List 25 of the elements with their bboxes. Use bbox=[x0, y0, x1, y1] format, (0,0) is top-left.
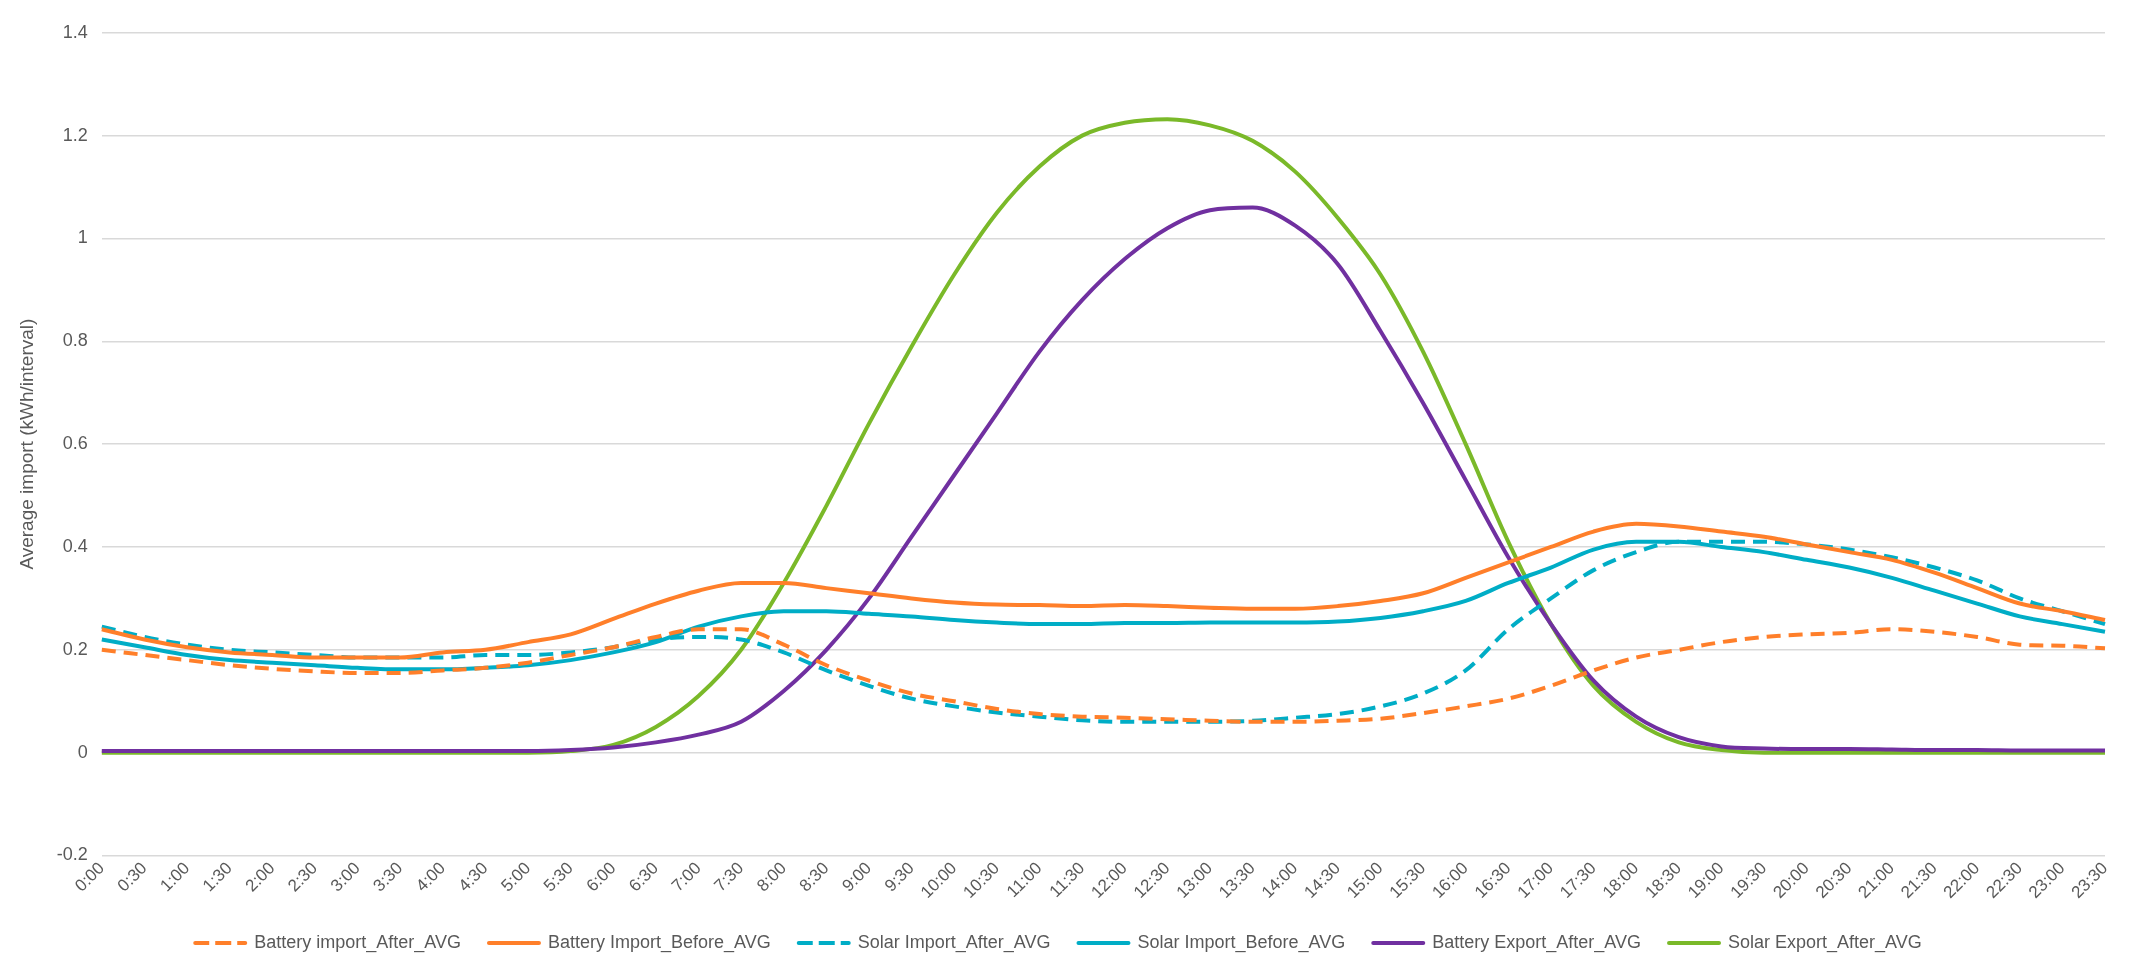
y-tick-label: 1 bbox=[77, 227, 88, 248]
line-series bbox=[99, 521, 2107, 660]
y-axis-title: Average import (kWh/interval) bbox=[15, 318, 37, 570]
legend-label: Solar Import_Before_AVG bbox=[1137, 931, 1346, 953]
y-tick-label: 0.2 bbox=[62, 638, 88, 659]
y-tick-label: 0 bbox=[77, 741, 88, 762]
legend-label: Battery Import_Before_AVG bbox=[547, 931, 771, 953]
y-tick-label: -0.2 bbox=[56, 844, 88, 865]
x-tick-label: 7:30 bbox=[710, 858, 748, 896]
legend-label: Battery Export_After_AVG bbox=[1432, 931, 1642, 953]
x-tick-label: 4:00 bbox=[412, 858, 449, 896]
x-tick-label: 5:00 bbox=[497, 858, 535, 896]
legend-label: Battery import_After_AVG bbox=[254, 931, 461, 953]
x-tick-label: 3:30 bbox=[369, 858, 407, 896]
legend-label: Solar Import_After_AVG bbox=[857, 931, 1051, 953]
legend-label: Solar Export_After_AVG bbox=[1728, 931, 1922, 953]
y-tick-label: 1.2 bbox=[62, 124, 88, 145]
x-tick-label: 4:30 bbox=[454, 858, 492, 896]
y-tick-label: 0.6 bbox=[62, 433, 88, 454]
line-series bbox=[99, 539, 2107, 724]
y-tick-label: 0.4 bbox=[62, 535, 88, 556]
y-tick-label: 1.4 bbox=[62, 21, 88, 42]
x-tick-label: 7:00 bbox=[667, 858, 705, 896]
line-series bbox=[99, 627, 2107, 724]
y-tick-label: 0.8 bbox=[62, 330, 88, 351]
